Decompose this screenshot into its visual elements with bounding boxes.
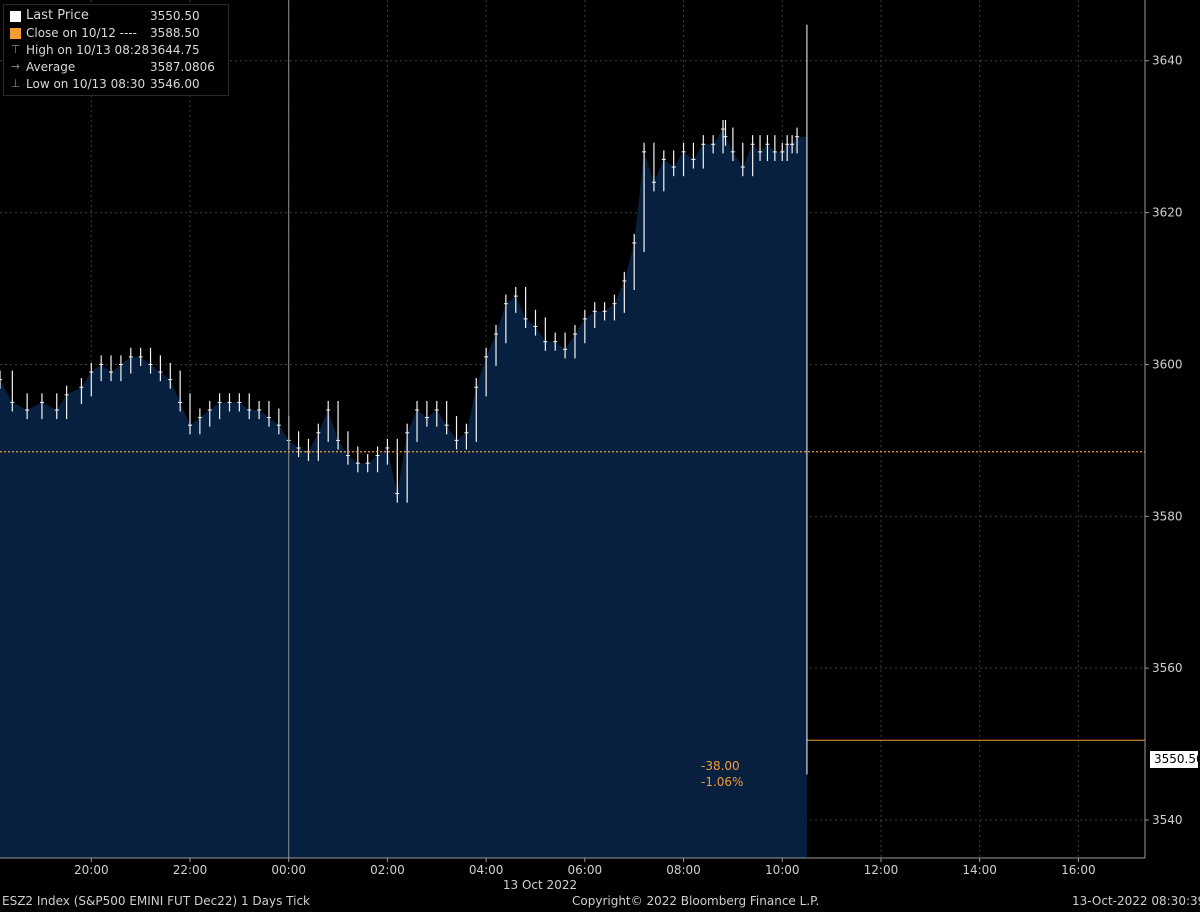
close-swatch <box>10 27 21 39</box>
footer-timestamp: 13-Oct-2022 08:30:39 <box>1072 894 1200 908</box>
date-label: 13 Oct 2022 <box>502 878 578 892</box>
last-price-box: 3550.50 <box>1150 751 1200 768</box>
legend-close: Close on 10/12 ---- 3588.50 <box>10 24 200 42</box>
x-tick-label: 10:00 <box>765 863 800 877</box>
y-tick-label: 3620 <box>1152 206 1183 220</box>
y-tick-label: 3640 <box>1152 54 1183 68</box>
x-axis-labels: 20:00 22:00 00:00 02:00 04:00 06:00 08:00 10:00… <box>74 858 1096 877</box>
y-axis-labels: 3540 3560 3580 3600 3620 3640 <box>1145 54 1183 827</box>
legend-value: 3546.00 <box>150 77 200 91</box>
x-tick-label: 14:00 <box>962 863 997 877</box>
x-tick-label: 16:00 <box>1061 863 1096 877</box>
x-tick-label: 06:00 <box>568 863 603 877</box>
y-tick-label: 3540 <box>1152 813 1183 827</box>
x-tick-label: 22:00 <box>173 863 208 877</box>
change-percent: -1.06% <box>701 775 744 789</box>
price-ticks <box>0 119 800 503</box>
x-tick-label: 04:00 <box>469 863 504 877</box>
x-tick-label: 02:00 <box>370 863 405 877</box>
legend-value: 3644.75 <box>150 43 200 57</box>
legend: Last Price 3550.50 Close on 10/12 ---- 3… <box>3 4 229 96</box>
price-area <box>0 129 807 859</box>
high-marker-icon: ⊤ <box>10 43 21 56</box>
change-points: -38.00 <box>701 759 740 773</box>
x-tick-label: 20:00 <box>74 863 109 877</box>
legend-label: Close on 10/12 ---- <box>26 26 137 40</box>
average-marker-icon: → <box>10 60 21 73</box>
legend-value: 3550.50 <box>150 9 200 23</box>
legend-average: → Average 3587.0806 <box>10 58 215 76</box>
footer-copyright: Copyright© 2022 Bloomberg Finance L.P. <box>572 894 820 908</box>
y-tick-label: 3560 <box>1152 661 1183 675</box>
y-tick-label: 3600 <box>1152 357 1183 371</box>
legend-label: Average <box>26 60 76 74</box>
legend-high: ⊤ High on 10/13 08:28 3644.75 <box>10 41 200 59</box>
last-price-swatch <box>10 10 21 22</box>
legend-last-price: Last Price 3550.50 <box>10 7 200 25</box>
x-tick-label: 12:00 <box>864 863 899 877</box>
x-tick-label: 00:00 <box>271 863 306 877</box>
legend-label: Last Price <box>26 8 89 23</box>
legend-low: ⊥ Low on 10/13 08:30 3546.00 <box>10 75 200 93</box>
footer-ticker: ESZ2 Index (S&P500 EMINI FUT Dec22) 1 Da… <box>2 894 311 908</box>
low-marker-icon: ⊥ <box>10 77 21 90</box>
legend-value: 3587.0806 <box>150 60 215 74</box>
y-tick-label: 3580 <box>1152 509 1183 523</box>
x-tick-label: 08:00 <box>666 863 701 877</box>
legend-value: 3588.50 <box>150 26 200 40</box>
legend-label: Low on 10/13 08:30 <box>26 77 146 91</box>
legend-label: High on 10/13 08:28 <box>26 43 150 57</box>
